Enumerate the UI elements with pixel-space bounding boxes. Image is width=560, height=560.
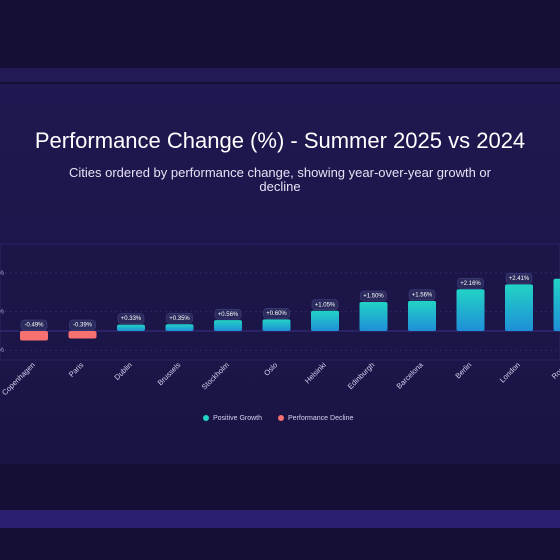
y-tick-label: 3% (0, 270, 4, 277)
bar (408, 300, 436, 331)
value-label: +1.56% (412, 292, 433, 298)
value-label-bg (166, 312, 193, 324)
x-tick-label: Helsinki (303, 360, 328, 385)
value-label: -0.49% (24, 323, 44, 329)
bar (359, 302, 388, 331)
bar (311, 310, 339, 331)
value-label: +1.05% (315, 302, 336, 308)
x-tick-label: London (498, 360, 522, 384)
value-label: +1.50% (363, 294, 384, 300)
bar (262, 319, 291, 331)
y-tick-label: -1% (0, 347, 4, 354)
legend-label: Performance Decline (288, 415, 353, 422)
value-label: +2.41% (509, 276, 530, 282)
legend-swatch (203, 415, 209, 421)
bar (214, 320, 242, 331)
chart-title: Performance Change (%) - Summer 2025 vs … (34, 128, 526, 153)
x-tick-label: Oslo (262, 360, 279, 377)
value-label-bg (20, 319, 48, 331)
value-label: +0.35% (169, 316, 190, 322)
value-label: +0.33% (121, 316, 142, 322)
bar (553, 278, 560, 331)
legend-swatch (278, 415, 284, 421)
bottom-band (0, 510, 560, 528)
x-tick-label: Dublin (112, 360, 133, 381)
x-tick-label: Brussels (156, 360, 183, 387)
value-label-bg (69, 319, 96, 331)
top-band (0, 68, 560, 82)
value-label-bg (311, 299, 339, 310)
x-tick-label: Edinburgh (346, 360, 377, 391)
bar (456, 289, 485, 331)
x-tick-label: Barcelona (395, 360, 426, 391)
legend-label: Positive Growth (213, 415, 262, 422)
value-label-bg (408, 289, 436, 301)
value-label-bg (263, 308, 290, 319)
x-tick-label: Copenhagen (0, 360, 37, 397)
value-label: +2.16% (460, 281, 481, 287)
value-label-bg (214, 308, 242, 320)
value-label-bg (360, 290, 387, 302)
x-tick-label: Stockholm (200, 360, 231, 391)
bar (20, 331, 48, 341)
chart-subtitle: Cities ordered by performance change, sh… (69, 165, 491, 194)
bar (505, 284, 533, 331)
x-tick-label: Berlin (453, 360, 473, 380)
bar (117, 324, 145, 331)
value-label: +0.60% (266, 311, 287, 317)
value-label-bg (505, 273, 533, 284)
value-label: -0.39% (73, 323, 93, 329)
x-tick-label: Paris (67, 360, 86, 379)
value-label: +0.56% (218, 312, 239, 318)
x-tick-label: Rome (550, 360, 560, 381)
bar (165, 324, 194, 331)
value-label-bg (457, 277, 484, 289)
value-label-bg (117, 313, 145, 324)
bar (68, 331, 97, 339)
y-tick-label: 1% (0, 309, 4, 316)
